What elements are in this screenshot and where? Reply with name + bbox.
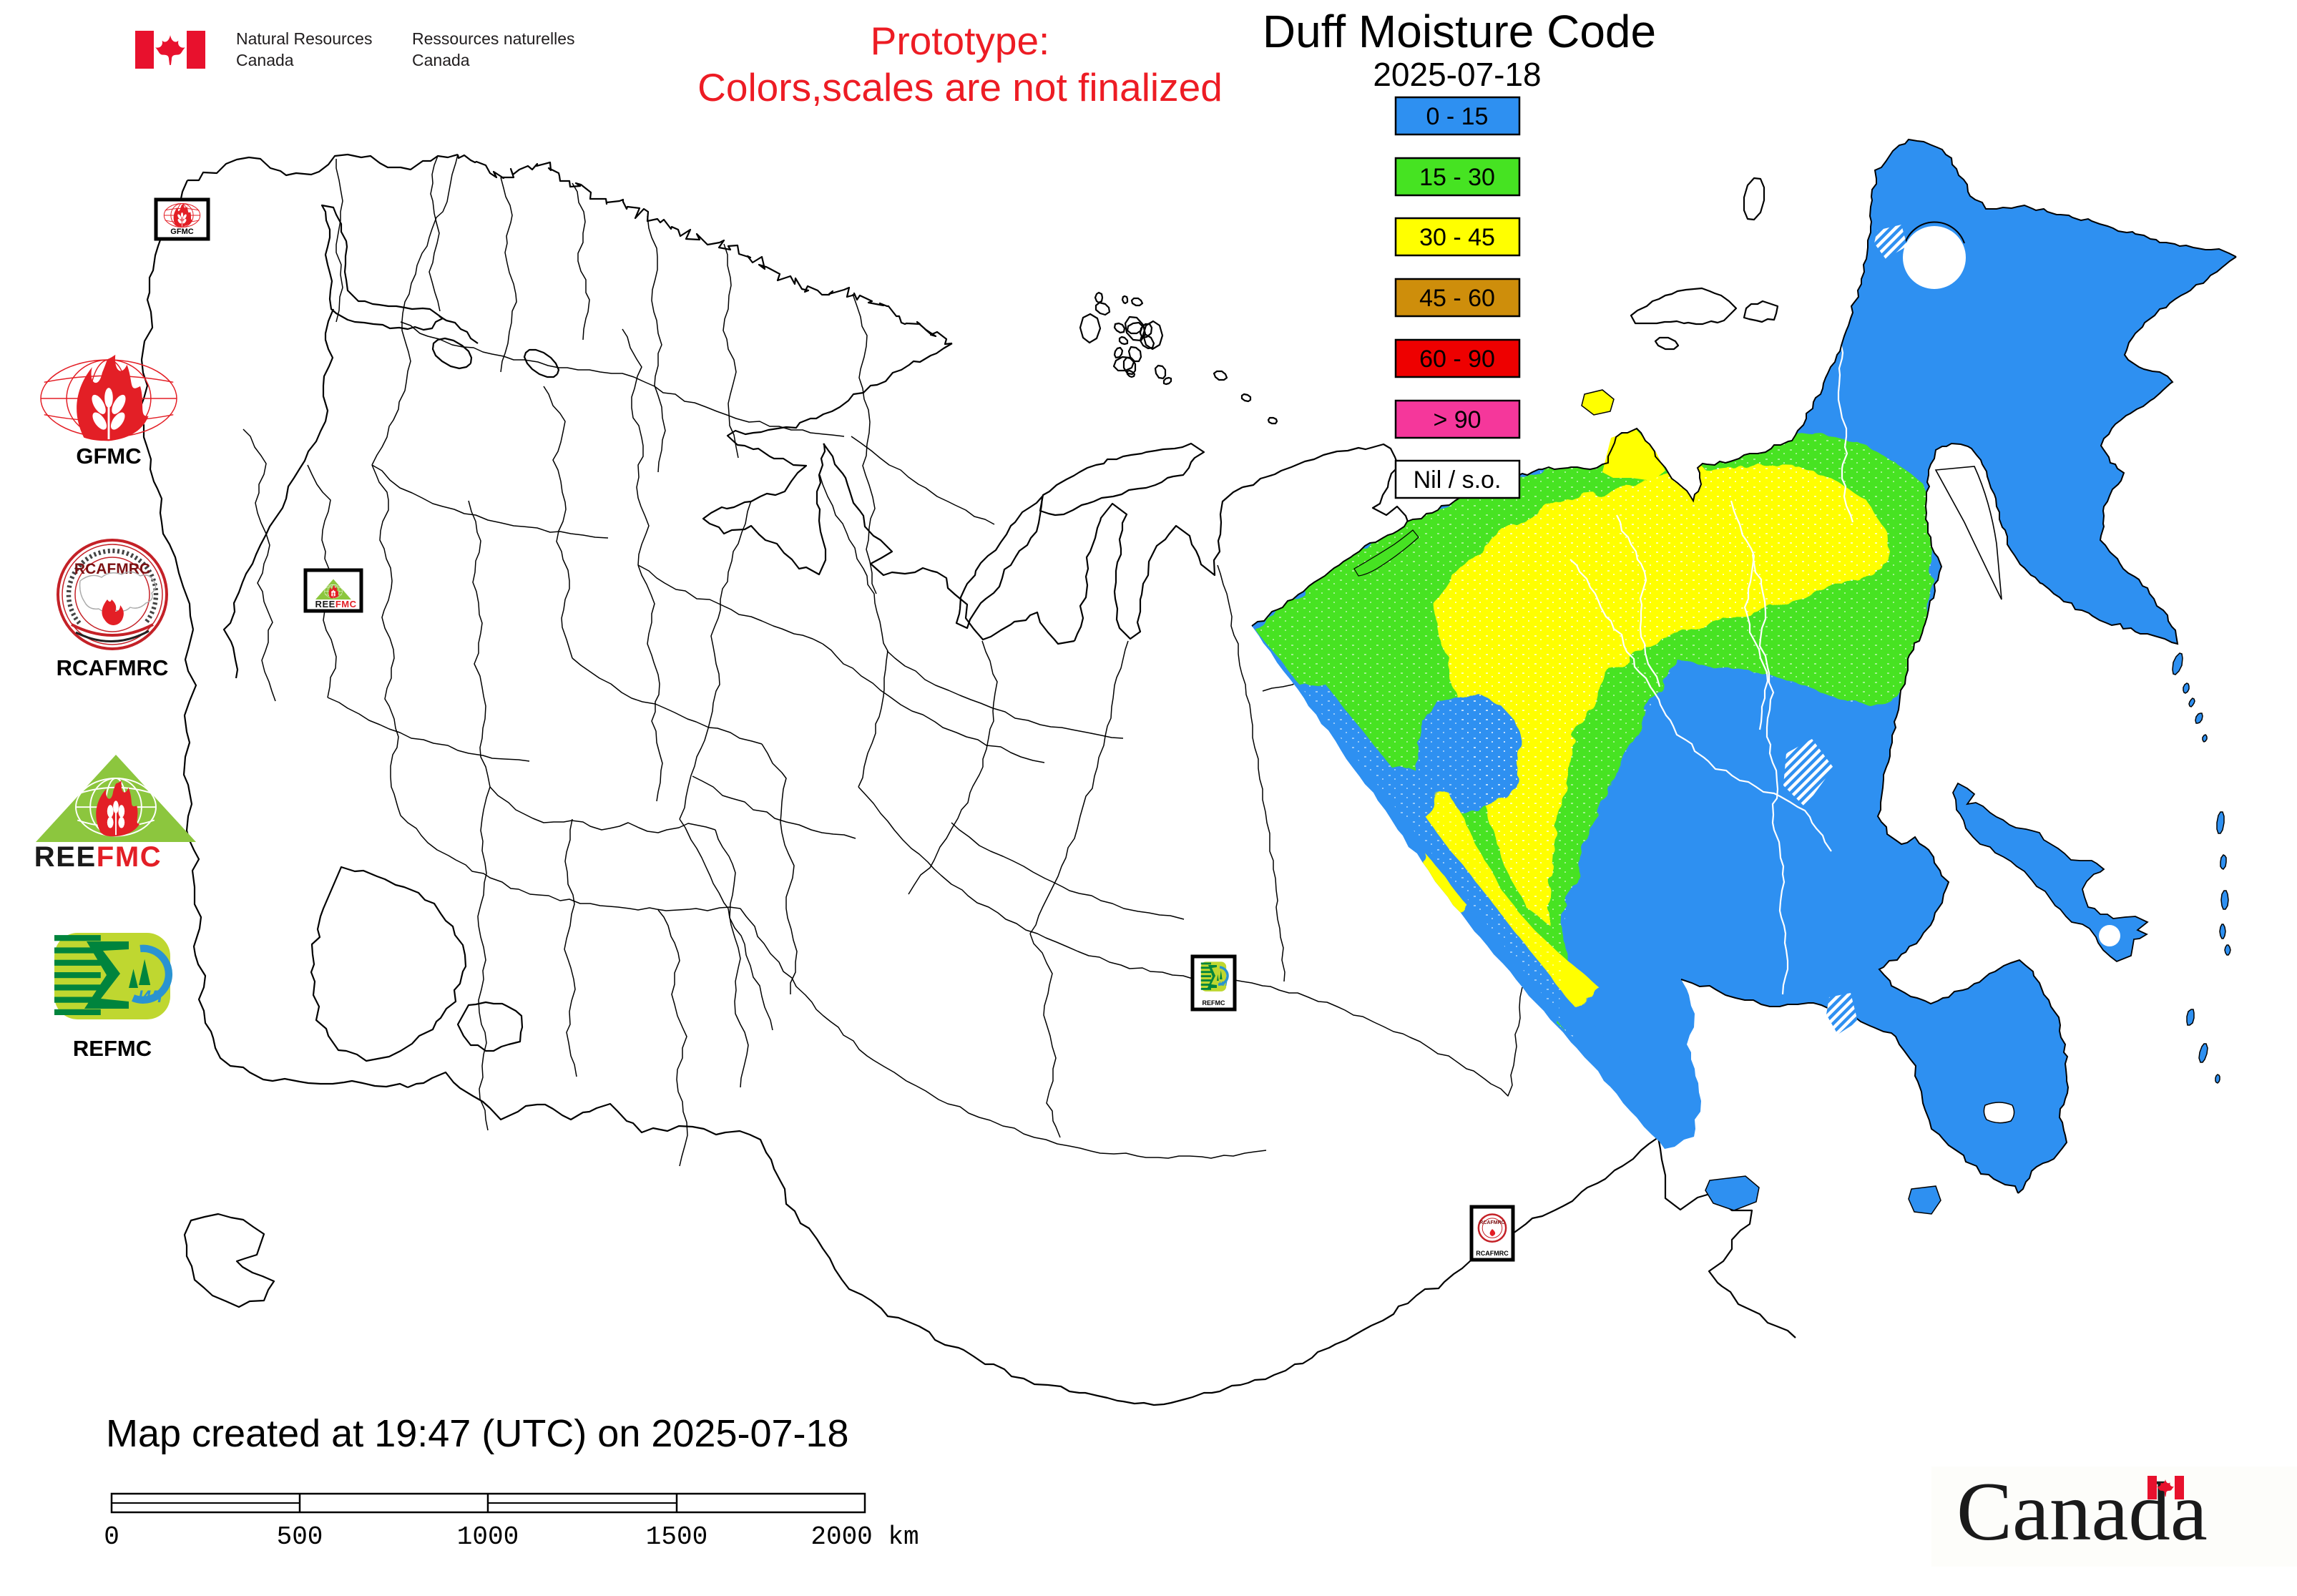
svg-text:Ressources naturelles: Ressources naturelles (412, 29, 575, 48)
svg-text:15 - 30: 15 - 30 (1419, 164, 1495, 191)
svg-text:Canada: Canada (1956, 1466, 2208, 1558)
svg-text:REEFMC: REEFMC (34, 841, 162, 873)
svg-text:1500: 1500 (646, 1522, 707, 1552)
svg-text:GFMC: GFMC (76, 444, 141, 469)
svg-text:GFMC: GFMC (170, 227, 193, 236)
svg-text:45 - 60: 45 - 60 (1419, 285, 1495, 312)
svg-text:ИЛ: ИЛ (1219, 981, 1228, 987)
svg-text:1000: 1000 (457, 1522, 519, 1552)
svg-text:REFMC: REFMC (1203, 999, 1225, 1007)
svg-text:Duff Moisture Code: Duff Moisture Code (1263, 6, 1656, 57)
svg-text:Map created at 19:47 (UTC) on: Map created at 19:47 (UTC) on 2025-07-18 (106, 1412, 849, 1455)
svg-text:0: 0 (104, 1522, 119, 1552)
svg-text:60 - 90: 60 - 90 (1419, 346, 1495, 373)
svg-text:REEFMC: REEFMC (315, 599, 357, 609)
svg-text:> 90: > 90 (1433, 406, 1481, 434)
svg-text:0 - 15: 0 - 15 (1426, 103, 1489, 130)
svg-text:Canada: Canada (236, 51, 294, 69)
svg-text:Canada: Canada (412, 51, 470, 69)
svg-text:RCAFMRC: RCAFMRC (1479, 1220, 1504, 1225)
svg-text:500: 500 (277, 1522, 323, 1552)
svg-text:Prototype:: Prototype: (871, 19, 1050, 63)
svg-text:Colors,scales are not finalize: Colors,scales are not finalized (697, 65, 1223, 109)
svg-text:2000 km: 2000 km (810, 1522, 919, 1552)
svg-text:REFMC: REFMC (73, 1036, 152, 1061)
svg-text:RCAFMRC: RCAFMRC (1476, 1250, 1509, 1257)
svg-text:RCAFMRC: RCAFMRC (74, 561, 150, 577)
svg-text:RCAFMRC: RCAFMRC (57, 655, 169, 680)
svg-text:ИЛ: ИЛ (138, 987, 162, 1007)
svg-text:30 - 45: 30 - 45 (1419, 224, 1495, 251)
svg-text:2025-07-18: 2025-07-18 (1373, 56, 1541, 93)
svg-text:Nil / s.o.: Nil / s.o. (1414, 466, 1502, 494)
svg-text:Natural Resources: Natural Resources (236, 29, 372, 48)
